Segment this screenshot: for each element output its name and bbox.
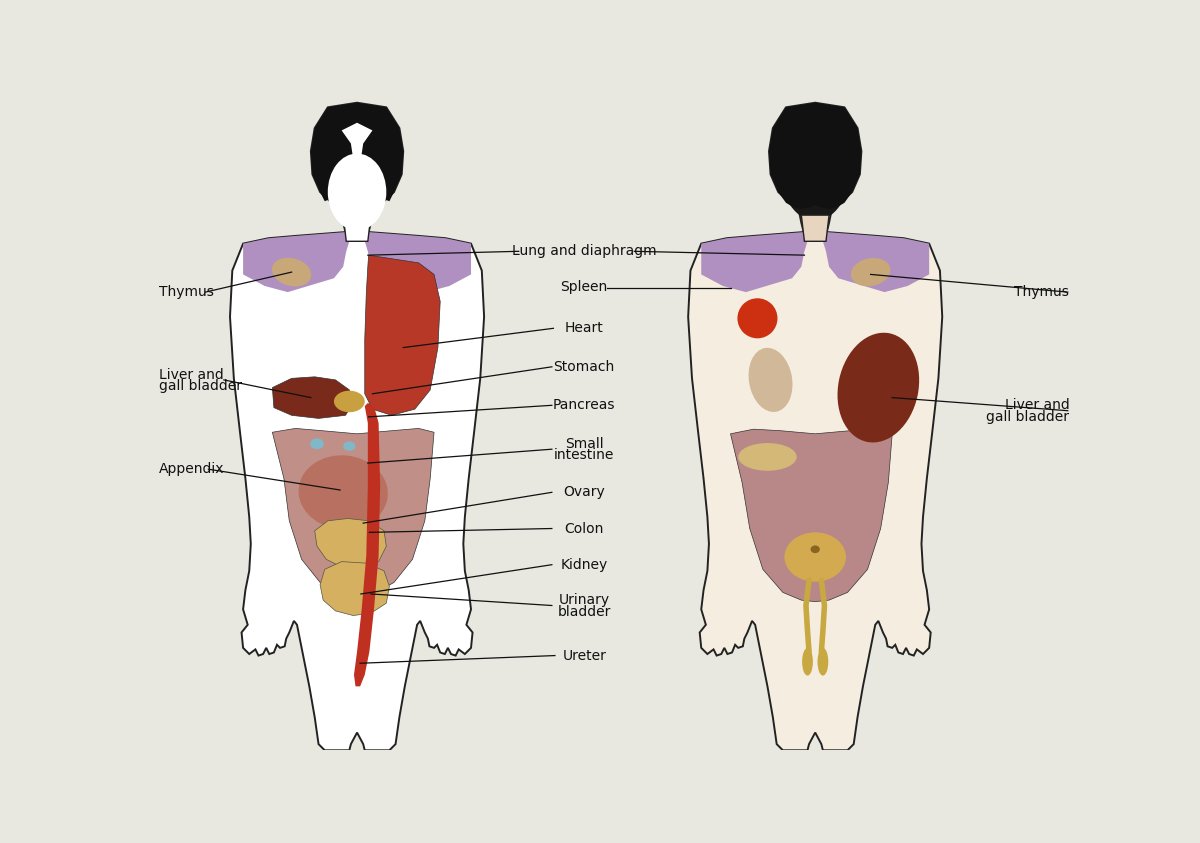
Ellipse shape — [785, 533, 846, 582]
Polygon shape — [272, 428, 434, 595]
Text: Ovary: Ovary — [563, 486, 605, 499]
Ellipse shape — [817, 648, 828, 675]
Polygon shape — [769, 103, 862, 209]
Text: bladder: bladder — [558, 604, 611, 619]
Polygon shape — [244, 232, 472, 293]
Text: Colon: Colon — [564, 522, 604, 535]
Polygon shape — [272, 377, 353, 418]
Ellipse shape — [310, 438, 324, 449]
Ellipse shape — [334, 390, 365, 412]
Ellipse shape — [299, 455, 388, 529]
Ellipse shape — [838, 333, 919, 443]
Polygon shape — [365, 255, 440, 416]
Text: Lung and diaphragm: Lung and diaphragm — [512, 244, 656, 258]
Text: Urinary: Urinary — [559, 593, 610, 607]
Text: Small: Small — [565, 437, 604, 451]
Text: Liver and: Liver and — [160, 368, 224, 382]
Ellipse shape — [780, 121, 850, 221]
Polygon shape — [320, 561, 389, 615]
Text: gall bladder: gall bladder — [986, 410, 1069, 424]
Text: Stomach: Stomach — [553, 360, 614, 373]
Ellipse shape — [802, 648, 812, 675]
Polygon shape — [311, 103, 403, 201]
Text: Pancreas: Pancreas — [553, 398, 616, 412]
Ellipse shape — [851, 258, 890, 287]
Ellipse shape — [749, 348, 792, 412]
Text: Thymus: Thymus — [1014, 285, 1069, 299]
Polygon shape — [802, 215, 829, 241]
Text: Liver and: Liver and — [1004, 398, 1069, 412]
Ellipse shape — [810, 545, 820, 553]
Text: Ureter: Ureter — [563, 648, 606, 663]
Text: Heart: Heart — [565, 321, 604, 336]
Ellipse shape — [272, 258, 311, 287]
Polygon shape — [701, 232, 929, 293]
Text: Spleen: Spleen — [560, 281, 608, 294]
Text: intestine: intestine — [554, 448, 614, 462]
Polygon shape — [230, 103, 484, 750]
Polygon shape — [688, 103, 942, 750]
Ellipse shape — [343, 442, 355, 451]
Text: Thymus: Thymus — [160, 285, 214, 299]
Polygon shape — [343, 215, 371, 241]
Ellipse shape — [738, 298, 778, 338]
Ellipse shape — [738, 443, 797, 470]
Text: Kidney: Kidney — [560, 558, 608, 572]
Polygon shape — [314, 518, 386, 568]
Text: Appendix: Appendix — [160, 462, 224, 476]
Text: gall bladder: gall bladder — [160, 379, 242, 393]
Polygon shape — [354, 403, 380, 686]
Ellipse shape — [328, 153, 386, 230]
Polygon shape — [731, 429, 893, 602]
